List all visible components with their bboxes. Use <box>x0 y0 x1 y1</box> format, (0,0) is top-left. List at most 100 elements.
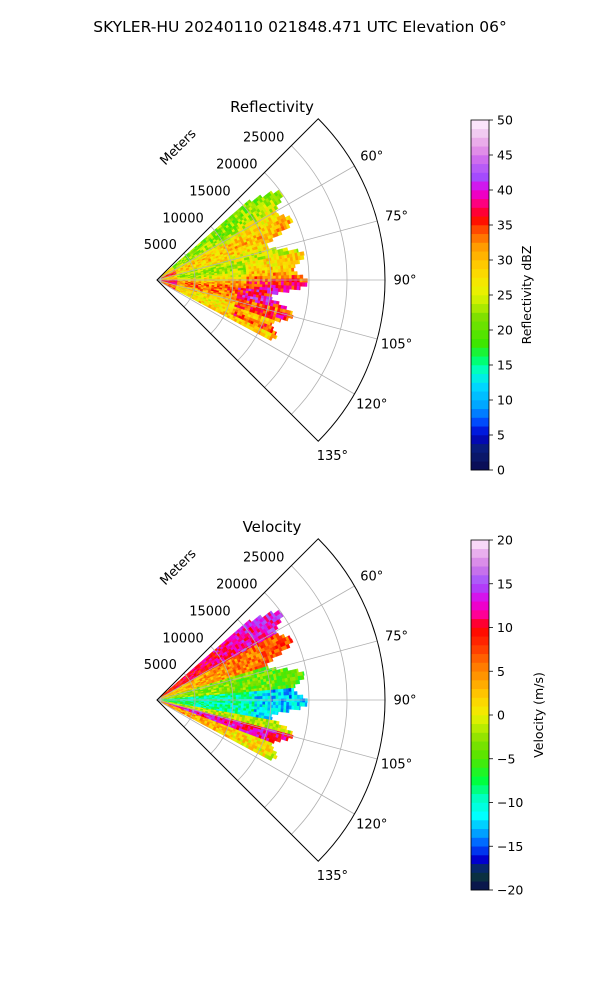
data-cell <box>240 703 245 707</box>
data-cell <box>299 282 303 287</box>
data-cell <box>240 694 245 698</box>
azimuth-spoke <box>156 279 378 340</box>
colorbar-segment <box>471 146 489 156</box>
data-cell <box>235 281 239 284</box>
data-cell <box>280 701 285 706</box>
data-cell <box>283 708 287 713</box>
data-cell <box>288 271 293 276</box>
data-cell <box>259 267 263 272</box>
data-cell <box>288 691 293 696</box>
data-cell <box>273 278 277 283</box>
data-cell <box>275 269 279 273</box>
colorbar-tick-label: 25 <box>497 288 513 303</box>
data-cell <box>225 275 229 278</box>
data-cell <box>251 701 255 705</box>
colorbar-segment <box>471 881 489 891</box>
data-cell <box>302 274 304 279</box>
colorbar-segment <box>471 846 489 856</box>
azimuth-spoke <box>156 699 355 815</box>
colorbar-segment <box>471 373 489 383</box>
data-cell <box>254 696 258 700</box>
azimuth-tick-label: 105° <box>381 338 412 353</box>
colorbar-segment <box>471 137 489 147</box>
data-cell <box>241 276 245 280</box>
colorbar-tick-label: −10 <box>497 795 523 810</box>
data-cell <box>251 703 255 708</box>
data-cell <box>264 701 269 706</box>
colorbar-segment <box>471 347 489 357</box>
data-cell <box>267 698 271 703</box>
data-cell <box>238 281 242 284</box>
azimuth-tick-label: 135° <box>317 449 348 464</box>
data-cell <box>294 702 298 707</box>
data-cell <box>296 278 301 283</box>
data-cell <box>289 638 294 644</box>
data-cell <box>259 698 263 703</box>
range-tick-label: 15000 <box>189 184 230 199</box>
colorbar-segment <box>471 163 489 173</box>
data-cell <box>304 698 308 703</box>
data-cell <box>275 625 279 630</box>
colorbar-segment <box>471 391 489 401</box>
data-cell <box>256 704 261 708</box>
data-cell <box>240 272 245 276</box>
data-cell <box>294 274 298 280</box>
data-cell <box>219 277 223 280</box>
colorbar-segment <box>471 225 489 235</box>
data-cell <box>259 701 263 705</box>
data-cell <box>240 283 245 287</box>
data-cell <box>217 277 221 280</box>
data-cell <box>259 273 263 277</box>
data-cell <box>275 284 279 289</box>
data-cell <box>265 278 269 283</box>
data-cell <box>233 281 237 284</box>
colorbar-segment <box>471 452 489 462</box>
colorbar-segment <box>471 793 489 803</box>
data-cell <box>280 692 285 696</box>
data-cell <box>257 281 261 285</box>
data-cell <box>278 701 282 706</box>
data-cell <box>254 704 258 708</box>
colorbar-segment <box>471 627 489 637</box>
data-cell <box>262 704 266 708</box>
colorbar-segment <box>471 312 489 322</box>
data-cell <box>227 695 231 698</box>
data-cell <box>278 275 282 280</box>
data-cell <box>249 276 253 280</box>
colorbar-segment <box>471 365 489 375</box>
data-cell <box>275 708 279 712</box>
data-cell <box>267 269 271 274</box>
colorbar-segment <box>471 242 489 252</box>
azimuth-tick-label: 90° <box>393 694 416 709</box>
data-cell <box>275 335 278 340</box>
colorbar-segment <box>471 338 489 348</box>
data-cell <box>304 278 308 283</box>
data-cell <box>246 274 250 278</box>
data-cell <box>286 698 290 703</box>
data-cell <box>262 698 266 703</box>
colorbar-segment <box>471 732 489 742</box>
data-cell <box>254 273 258 277</box>
data-cell <box>265 698 269 703</box>
colorbar-tick-label: 20 <box>497 533 513 548</box>
data-cell <box>280 285 285 290</box>
data-cell <box>264 284 269 288</box>
colorbar-segment <box>471 872 489 882</box>
data-cell <box>280 705 285 710</box>
velocity-panel: Velocity 60°75°90°105°120°135°5000100001… <box>144 518 417 884</box>
data-cell <box>248 693 253 697</box>
data-cell <box>251 696 255 700</box>
data-cell <box>285 268 290 273</box>
data-cell <box>294 278 298 283</box>
data-cell <box>298 259 301 265</box>
range-tick-label: 5000 <box>144 238 177 253</box>
data-cell <box>280 272 285 276</box>
data-cell <box>283 282 287 286</box>
data-cell <box>302 702 306 707</box>
data-cell <box>283 288 287 293</box>
data-cell <box>273 698 277 703</box>
data-cell <box>293 684 296 689</box>
data-cell <box>271 237 274 242</box>
